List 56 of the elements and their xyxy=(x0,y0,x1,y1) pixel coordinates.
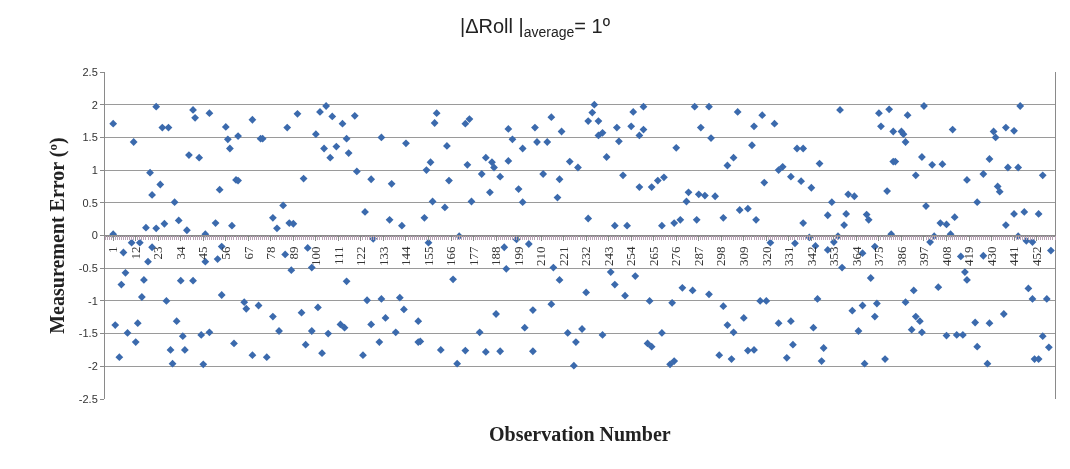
x-tick-label: 342 xyxy=(803,246,819,266)
x-tick-label: 441 xyxy=(1006,246,1022,266)
x-tick-label: 364 xyxy=(848,245,864,266)
chart-title: |ΔRoll |$_{average}$= 1º xyxy=(459,14,611,40)
x-tick-label: 100 xyxy=(308,246,324,266)
x-tick-label: 166 xyxy=(443,245,459,266)
x-tick-label: 243 xyxy=(600,246,616,266)
x-tick-label: 89 xyxy=(285,246,301,260)
y-tick-label: -2 xyxy=(88,360,98,373)
y-tick-label: 2.5 xyxy=(82,65,98,78)
x-tick-label: 177 xyxy=(465,245,481,266)
y-tick-label: 0 xyxy=(91,229,98,242)
x-tick-label: 23 xyxy=(150,246,166,260)
y-tick-label: -2.5 xyxy=(78,392,98,405)
x-tick-label: 309 xyxy=(736,246,752,266)
y-tick-label: -1 xyxy=(88,294,98,307)
x-tick-label: 265 xyxy=(645,246,661,266)
x-tick-label: 430 xyxy=(983,246,999,266)
x-tick-label: 298 xyxy=(713,246,729,266)
x-tick-label: 122 xyxy=(353,246,369,266)
y-tick-label: 1 xyxy=(91,163,98,176)
x-tick-label: 221 xyxy=(555,246,571,266)
x-tick-label: 232 xyxy=(578,246,594,266)
x-tick-label: 397 xyxy=(916,245,932,266)
x-tick-label: 133 xyxy=(375,246,391,266)
x-tick-label: 111 xyxy=(330,246,346,265)
x-tick-label: 254 xyxy=(623,245,639,266)
y-tick-label: 0.5 xyxy=(82,196,98,209)
x-axis-title: Observation Number xyxy=(489,423,671,445)
x-tick-label: 188 xyxy=(488,246,504,266)
x-tick-label: 287 xyxy=(690,245,706,266)
x-tick-label: 34 xyxy=(172,245,188,260)
x-tick-label: 210 xyxy=(533,246,549,266)
x-tick-label: 419 xyxy=(961,246,977,266)
x-tick-label: 45 xyxy=(195,246,211,260)
x-tick-label: 386 xyxy=(893,245,909,266)
x-tick-label: 12 xyxy=(127,246,143,260)
x-tick-label: 353 xyxy=(826,246,842,266)
y-tick-label: 2 xyxy=(91,98,98,111)
x-tick-label: 452 xyxy=(1028,246,1044,266)
x-tick-label: 199 xyxy=(510,246,526,266)
y-tick-label: -0.5 xyxy=(78,262,98,275)
x-tick-label: 331 xyxy=(781,246,797,266)
y-tick-label: 1.5 xyxy=(82,131,98,144)
x-tick-label: 144 xyxy=(398,245,414,266)
x-tick-label: 78 xyxy=(263,246,279,260)
x-tick-label: 155 xyxy=(420,246,436,266)
x-tick-label: 1 xyxy=(105,246,121,253)
x-tick-label: 276 xyxy=(668,245,684,266)
y-tick-label: -1.5 xyxy=(78,327,98,340)
x-tick-label: 67 xyxy=(240,245,256,260)
x-tick-label: 375 xyxy=(871,246,887,266)
x-tick-label: 56 xyxy=(218,245,234,260)
x-tick-label: 408 xyxy=(938,246,954,266)
x-tick-label: 320 xyxy=(758,246,774,266)
y-axis-title: Measurement Error (º) xyxy=(46,137,70,334)
